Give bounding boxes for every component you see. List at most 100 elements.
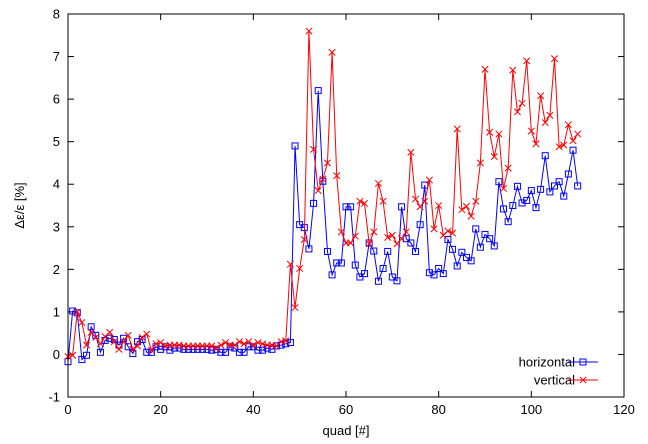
marker-stroke — [388, 231, 396, 239]
marker-stroke — [152, 340, 160, 348]
marker-stroke — [305, 27, 313, 35]
legend-entry-horizontal: horizontal — [519, 355, 598, 370]
data-point-vertical — [384, 233, 392, 241]
data-point-vertical — [319, 175, 327, 183]
x-tick-label: 0 — [64, 402, 71, 417]
data-point-vertical — [286, 260, 294, 268]
data-point-vertical — [481, 65, 489, 73]
data-point-vertical — [120, 338, 128, 346]
data-point-horizontal — [472, 225, 480, 233]
marker-stroke — [458, 206, 466, 214]
data-point-vertical — [152, 340, 160, 348]
marker-stroke — [564, 121, 572, 129]
data-point-vertical — [370, 228, 378, 236]
legend-label: horizontal — [519, 355, 575, 370]
data-point-horizontal — [398, 203, 406, 211]
data-point-horizontal — [532, 204, 540, 212]
legend-marker — [579, 358, 587, 366]
data-point-vertical — [490, 153, 498, 161]
data-point-vertical — [217, 341, 225, 349]
data-point-vertical — [513, 108, 521, 116]
marker-stroke — [333, 172, 341, 180]
data-point-vertical — [337, 228, 345, 236]
data-point-vertical — [509, 66, 517, 74]
data-point-vertical — [69, 351, 77, 359]
data-point-vertical — [379, 197, 387, 205]
marker-stroke — [87, 328, 95, 336]
data-point-horizontal — [527, 187, 535, 195]
data-point-horizontal — [69, 307, 77, 315]
marker-stroke — [579, 376, 587, 384]
marker-stroke — [115, 345, 123, 353]
marker-stroke — [296, 264, 304, 273]
data-point-horizontal — [129, 350, 137, 358]
marker-stroke — [96, 340, 104, 348]
marker-stroke — [453, 125, 461, 133]
data-point-horizontal — [574, 182, 582, 190]
marker-stroke — [444, 227, 452, 235]
data-point-vertical — [467, 212, 475, 220]
legend-label: vertical — [534, 373, 575, 388]
y-tick-label: 8 — [53, 7, 60, 22]
data-point-vertical — [546, 111, 554, 119]
data-point-vertical — [249, 341, 257, 349]
marker-stroke — [550, 55, 559, 63]
marker-stroke — [546, 111, 554, 119]
marker-stroke — [509, 66, 517, 74]
marker-stroke — [569, 137, 577, 145]
data-point-vertical — [92, 333, 100, 341]
data-point-horizontal — [351, 261, 359, 269]
data-point-vertical — [240, 340, 248, 348]
data-point-vertical — [449, 229, 457, 237]
series-vertical — [64, 27, 582, 361]
data-point-vertical — [351, 232, 359, 240]
legend: horizontal vertical — [519, 355, 598, 388]
data-point-vertical — [444, 227, 452, 235]
data-point-horizontal — [430, 271, 438, 279]
marker-stroke — [286, 260, 294, 268]
data-point-horizontal — [476, 243, 484, 251]
ticks-layer: 0 20 40 60 80 100 120 -1 0 1 2 3 4 5 6 7 8 — [48, 7, 634, 418]
data-point-horizontal — [444, 236, 452, 244]
data-point-vertical — [296, 264, 304, 273]
data-point-vertical — [504, 164, 512, 172]
marker-stroke — [143, 330, 151, 338]
data-point-horizontal — [305, 245, 313, 253]
data-point-vertical — [82, 341, 91, 349]
x-tick-label: 40 — [246, 402, 260, 417]
data-point-vertical — [550, 55, 559, 63]
marker-stroke — [235, 338, 243, 346]
data-point-vertical — [282, 337, 290, 345]
data-point-horizontal — [83, 351, 91, 359]
data-point-vertical — [328, 48, 336, 56]
data-point-horizontal — [541, 152, 549, 160]
marker-stroke — [92, 333, 100, 341]
data-point-vertical — [407, 148, 415, 156]
x-axis-title: quad [#] — [323, 423, 370, 438]
marker-stroke — [337, 228, 345, 236]
data-point-horizontal — [92, 331, 100, 339]
data-point-vertical — [499, 184, 508, 193]
data-point-vertical — [115, 345, 123, 353]
data-point-horizontal — [328, 271, 336, 279]
series-line-horizontal — [67, 90, 579, 362]
data-point-horizontal — [481, 230, 489, 238]
marker-stroke — [319, 175, 327, 183]
marker-stroke — [374, 179, 382, 187]
marker-stroke — [560, 141, 568, 149]
y-tick-label: 3 — [53, 219, 60, 234]
y-tick-label: 2 — [53, 262, 60, 277]
marker-stroke — [254, 338, 262, 347]
data-point-vertical — [388, 231, 396, 239]
data-point-vertical — [411, 195, 420, 203]
data-point-horizontal — [134, 338, 141, 346]
data-point-horizontal — [513, 182, 521, 190]
marker-stroke — [161, 342, 169, 350]
data-point-vertical — [259, 340, 267, 348]
y-tick-label: 1 — [53, 304, 60, 319]
data-point-vertical — [486, 128, 494, 136]
marker-stroke — [356, 197, 364, 205]
data-point-vertical — [347, 239, 355, 247]
marker-stroke — [73, 308, 81, 316]
